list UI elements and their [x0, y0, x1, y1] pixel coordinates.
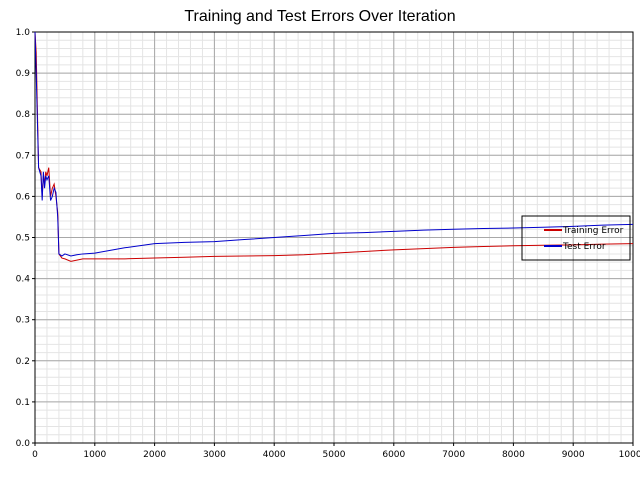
legend-box [521, 215, 631, 261]
y-tick-label: 0.5 [16, 234, 30, 244]
x-tick-label: 1000 [83, 450, 106, 460]
x-tick-label: 6000 [382, 450, 405, 460]
x-tick-label: 7000 [442, 450, 465, 460]
x-tick-label: 0 [32, 450, 38, 460]
x-tick-label: 4000 [263, 450, 286, 460]
y-tick-label: 0.3 [16, 316, 30, 326]
legend-label-training-error: Training Error [562, 226, 624, 236]
y-tick-label: 0.1 [16, 398, 30, 408]
y-tick-label: 0.2 [16, 357, 30, 367]
x-tick-label: 3000 [203, 450, 226, 460]
series-line-test-error [34, 31, 634, 257]
y-tick-label: 0.6 [16, 192, 31, 202]
y-tick-label: 1.0 [16, 28, 31, 38]
y-axis-ticks: 0.0 0.1 0.2 0.3 0.4 0.5 0.6 0.7 0.8 0.9 1.0 [16, 28, 35, 449]
y-tick-label: 0.9 [16, 69, 31, 79]
y-tick-label: 0.4 [16, 275, 31, 285]
chart-title: Training and Test Errors Over Iteration [184, 8, 456, 25]
legend: Training Error Test Error [521, 215, 631, 261]
legend-label-test-error: Test Error [562, 242, 606, 252]
x-tick-label: 8000 [502, 450, 525, 460]
series-layer [34, 31, 634, 262]
x-tick-label: 5000 [323, 450, 346, 460]
y-tick-label: 0.7 [16, 151, 30, 161]
y-tick-label: 0.0 [16, 439, 31, 449]
y-tick-label: 0.8 [16, 110, 31, 120]
x-tick-label: 2000 [143, 450, 166, 460]
major-grid [35, 32, 633, 443]
x-tick-label: 9000 [562, 450, 585, 460]
x-axis-ticks: 0 1000 2000 3000 4000 5000 6000 7000 8000 9000 100… [32, 443, 640, 460]
